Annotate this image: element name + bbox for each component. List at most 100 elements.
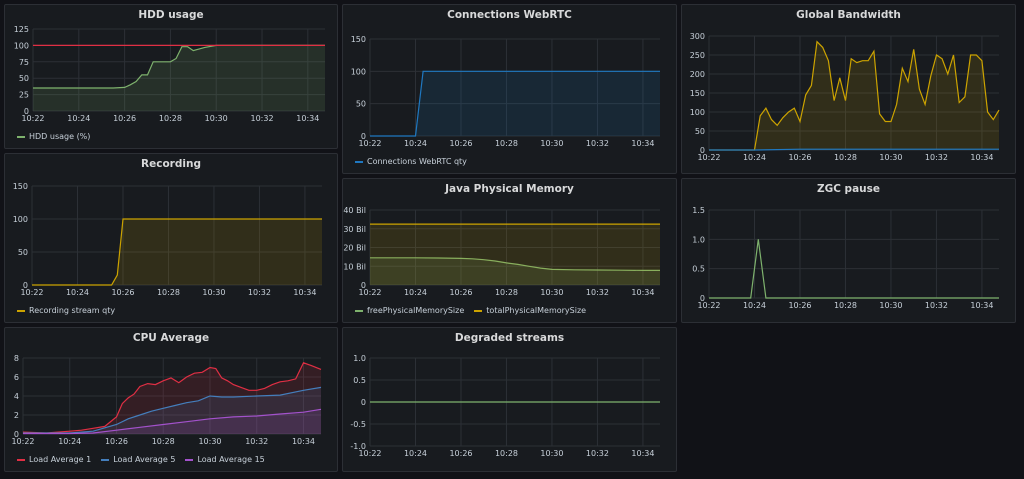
y-tick-label: 1.0 [353,354,366,363]
panel-connections-webrtc[interactable]: Connections WebRTC 0 50 100 150 10:22 10:24 10… [342,4,677,174]
x-tick-label: 10:28 [495,288,518,297]
legend-item[interactable]: totalPhysicalMemorySize [474,306,586,315]
series-line [23,408,322,435]
grid: 0 50 100 150 200 250 300 10:22 10:24 10:26 10:28 10… [690,32,999,162]
x-tick-label: 10:30 [540,288,563,297]
y-tick-label: 30 Bil [343,225,366,234]
x-tick-label: 10:22 [21,114,44,123]
grid: 0 0.5 1.0 1.5 10:22 10:24 10:26 10:28 10:30 10:32… [692,206,999,310]
series-line [709,40,1000,151]
panel-degraded-streams[interactable]: Degraded streams -1.0 -0.5 0 0.5 1.0 10:22 10:… [342,327,677,472]
y-tick-label: 0 [14,430,19,439]
series-line [709,148,999,151]
legend-item[interactable]: Connections WebRTC qty [355,157,467,166]
x-tick-label: 10:34 [631,449,654,458]
x-tick-label: 10:30 [198,437,221,446]
y-tick-label: 200 [690,70,705,79]
y-tick-label: 150 [351,35,366,44]
legend-label: Load Average 1 [29,455,92,464]
panel-title: CPU Average [132,332,210,344]
y-tick-label: 8 [14,354,19,363]
y-tick-label: 2 [14,411,19,420]
panel-java-physical-memory[interactable]: Java Physical Memory 0 10 Bil 20 Bil 30 Bil… [342,178,677,323]
series-area [23,387,321,434]
grid: 0 25 50 75 100 125 10:22 10:24 10:26 10:28 10:30 10… [14,25,325,123]
x-tick-label: 10:30 [879,301,902,310]
x-tick-label: 10:34 [296,114,319,123]
x-tick-label: 10:34 [970,153,993,162]
legend-item[interactable]: Load Average 5 [101,455,175,464]
x-tick-label: 10:28 [152,437,175,446]
y-tick-label: 250 [690,51,705,60]
y-tick-label: 25 [19,91,29,100]
x-tick-label: 10:30 [540,139,563,148]
legend-item[interactable]: freePhysicalMemorySize [355,306,464,315]
legend-label: totalPhysicalMemorySize [486,306,587,315]
panel-cpu-average[interactable]: CPU Average 0 2 4 6 8 10:22 10:24 10:26 10:28 10:… [4,327,338,472]
grid: 0 10 Bil 20 Bil 30 Bil 40 Bil 10:22 10:24 10:26… [343,206,660,297]
legend-item[interactable]: Recording stream qty [17,306,115,315]
x-tick-label: 10:32 [925,301,948,310]
x-tick-label: 10:22 [20,288,43,297]
y-tick-label: 300 [690,32,705,41]
series-line [370,70,660,137]
legend-item[interactable]: Load Average 1 [17,455,91,464]
x-tick-label: 10:24 [58,437,81,446]
x-tick-label: 10:28 [495,449,518,458]
x-tick-label: 10:26 [105,437,128,446]
y-tick-label: 6 [14,373,19,382]
y-tick-label: 100 [13,215,28,224]
chart-svg: 0 10 Bil 20 Bil 30 Bil 40 Bil 10:22 10:24 10:26… [343,206,660,297]
legend-label: HDD usage (%) [29,132,91,141]
legend-label: freePhysicalMemorySize [367,306,465,315]
panel-title: ZGC pause [816,183,881,195]
legend-item[interactable]: HDD usage (%) [17,132,90,141]
panel-zgc-pause[interactable]: ZGC pause 0 0.5 1.0 1.5 10:22 10:24 10:26 10:28… [681,178,1016,323]
series-area [33,45,325,111]
x-tick-label: 10:34 [631,139,654,148]
y-tick-label: 40 Bil [343,206,366,215]
y-tick-label: 0.5 [353,376,366,385]
y-tick-label: 125 [14,25,29,34]
y-tick-label: 50 [356,100,366,109]
series-line [709,239,999,299]
series-area [370,257,660,285]
series-line [22,362,322,434]
panel-recording[interactable]: Recording 0 50 100 150 10:22 10:24 10:26 10:28 1… [4,153,338,323]
y-tick-label: 75 [19,58,29,67]
series-area [23,409,321,434]
y-tick-label: 0 [361,398,366,407]
legend-item[interactable]: Load Average 15 [185,455,265,464]
legend: Connections WebRTC qty [355,157,467,166]
legend-label: Load Average 5 [113,455,176,464]
panel-hdd-usage[interactable]: HDD usage 0 25 50 75 100 125 10:22 10:24 10:26 10… [4,4,338,149]
x-tick-label: 10:24 [743,153,766,162]
x-tick-label: 10:22 [358,449,381,458]
x-tick-label: 10:34 [292,437,315,446]
x-tick-label: 10:34 [293,288,316,297]
x-tick-label: 10:32 [248,288,271,297]
x-tick-label: 10:30 [540,449,563,458]
x-tick-label: 10:28 [159,114,182,123]
x-tick-label: 10:28 [157,288,180,297]
y-tick-label: 0 [361,281,366,290]
chart-svg: 0 0.5 1.0 1.5 10:22 10:24 10:26 10:28 10:30 10:32… [692,206,999,310]
panel-global-bandwidth[interactable]: Global Bandwidth 0 50 100 150 200 250 300 10:22… [681,4,1016,174]
y-tick-label: 50 [19,74,29,83]
y-tick-label: 10 Bil [343,262,366,271]
series-area [709,41,999,151]
series-line [23,386,322,434]
x-tick-label: 10:32 [586,139,609,148]
x-tick-label: 10:28 [495,139,518,148]
x-tick-label: 10:26 [449,449,472,458]
x-tick-label: 10:32 [925,153,948,162]
chart-svg: 0 50 100 150 10:22 10:24 10:26 10:28 10:30 10:32 1… [13,182,322,297]
grid: -1.0 -0.5 0 0.5 1.0 10:22 10:24 10:26 10:28 10:30… [350,354,660,458]
y-tick-label: 1.0 [692,235,705,244]
x-tick-label: 10:32 [586,288,609,297]
chart-svg: 0 2 4 6 8 10:22 10:24 10:26 10:28 10:30 10:32 10:34 [11,354,322,446]
y-tick-label: 100 [351,67,366,76]
y-tick-label: -1.0 [350,442,366,451]
legend-label: Connections WebRTC qty [367,157,467,166]
chart-svg: 0 50 100 150 10:22 10:24 10:26 10:28 10:30 10:32 1… [351,35,660,148]
